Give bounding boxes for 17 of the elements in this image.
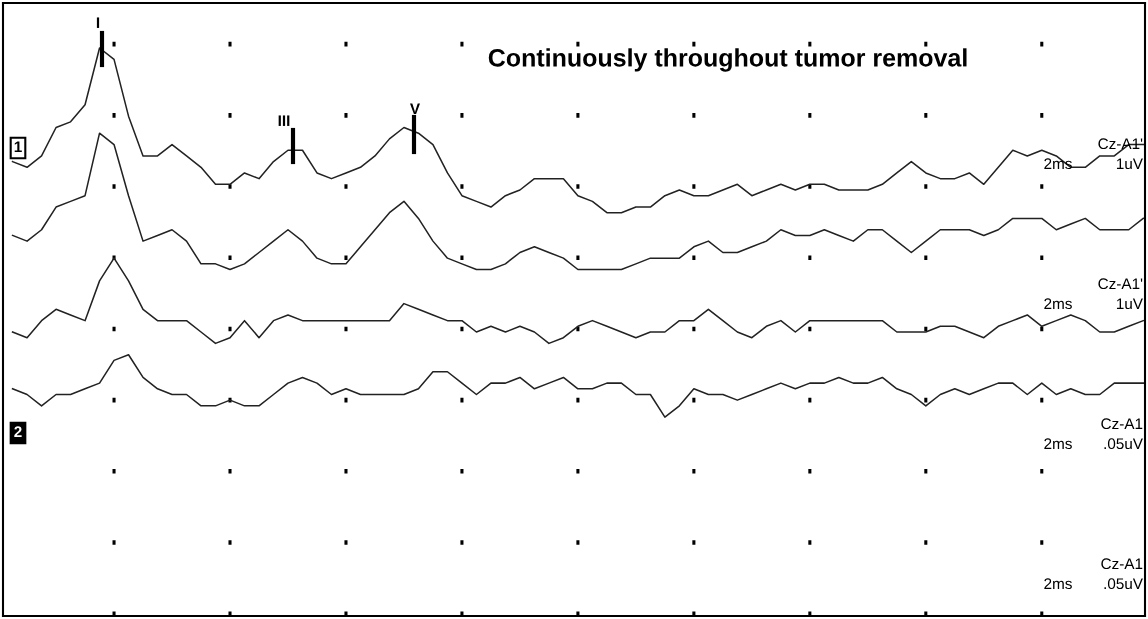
annotation: 1uV xyxy=(1116,158,1143,170)
annotation: 1uV xyxy=(1116,298,1143,310)
annotation: 2 xyxy=(14,426,22,437)
annotation: .05uV xyxy=(1104,578,1143,590)
annotation: .05uV xyxy=(1104,438,1143,450)
annotation: 2ms xyxy=(1044,438,1072,450)
annotation: Cz-A1' xyxy=(1098,278,1143,290)
annotation: V xyxy=(410,103,420,114)
annotation: III xyxy=(278,115,290,126)
annotation: Cz-A1 xyxy=(1101,418,1143,430)
chart-title: Continuously throughout tumor removal xyxy=(488,48,967,72)
annotation: 1 xyxy=(14,141,22,152)
annotation: Cz-A1 xyxy=(1101,558,1143,570)
annotation: 2ms xyxy=(1044,298,1072,310)
annotation: 2ms xyxy=(1044,578,1072,590)
text: I xyxy=(96,17,100,28)
annotation: Cz-A1' xyxy=(1098,138,1143,150)
